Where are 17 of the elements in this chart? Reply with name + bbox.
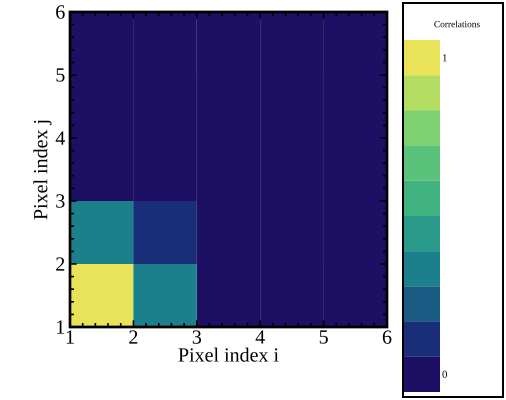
x-tick-label: 1 <box>66 330 74 344</box>
y-tick-label: 4 <box>56 131 65 145</box>
y-tick-label: 3 <box>56 194 65 208</box>
x-axis-title: Pixel index i <box>178 348 279 362</box>
x-tick-label: 6 <box>382 330 392 344</box>
x-tick-label: 2 <box>129 330 138 344</box>
y-tick-label: 5 <box>56 68 65 82</box>
y-axis-title: Pixel index j <box>33 120 52 220</box>
y-tick-label: 2 <box>56 257 64 271</box>
y-tick-label: 6 <box>56 5 65 19</box>
color-bar-label: 0 <box>442 370 447 378</box>
x-tick-label: 5 <box>320 330 328 344</box>
x-tick-label: 3 <box>192 330 202 344</box>
y-tick-label: 1 <box>57 320 64 334</box>
color-bar-label: 1 <box>442 54 447 62</box>
color-bar-title: Correlations <box>434 20 480 28</box>
x-tick-label: 4 <box>256 330 265 344</box>
